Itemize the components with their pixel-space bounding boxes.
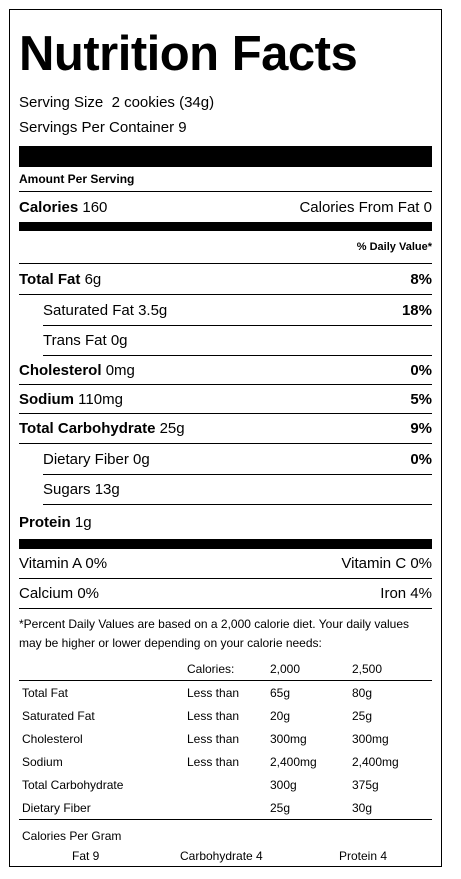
nutrient-dv: 18% xyxy=(401,301,432,319)
nutrient-row-total-fat: Total Fat 6g 8% xyxy=(19,264,432,295)
table-row: Cholesterol Less than 300mg 300mg xyxy=(19,727,432,750)
nutrient-row-saturated-fat: Saturated Fat 3.5g 18% xyxy=(43,295,432,326)
nutrient-label: Dietary Fiber xyxy=(43,450,129,468)
calories-per-gram-fat: Fat 9 xyxy=(72,849,100,863)
nutrient-amount: 1g xyxy=(74,513,92,531)
nutrient-label: Protein xyxy=(19,513,71,531)
table-cell: Total Fat xyxy=(22,685,69,700)
servings-per-container: Servings Per Container 9 xyxy=(19,115,432,140)
table-cell: Calories: xyxy=(187,661,235,676)
amount-per-serving: Amount Per Serving xyxy=(19,167,432,192)
calories-from-fat-value: 0 xyxy=(423,198,432,216)
table-cell: Less than xyxy=(187,731,240,746)
vitamin-right: Vitamin C 0% xyxy=(341,555,432,572)
footnote-text: *Percent Daily Values are based on a 2,0… xyxy=(19,617,410,650)
nutrient-amount: 25g xyxy=(159,420,185,437)
table-cell xyxy=(19,657,187,681)
table-cell: Less than xyxy=(187,685,240,700)
nutrient-amount: 0g xyxy=(133,450,150,468)
nutrient-dv: 0% xyxy=(410,450,432,468)
nutrient-label: Sugars xyxy=(43,481,91,498)
table-cell: 300mg xyxy=(352,731,389,746)
nutrient-row-protein: Protein 1g xyxy=(19,505,432,539)
table-cell xyxy=(187,796,270,820)
table-cell: 80g xyxy=(352,685,373,700)
label-title: Nutrition Facts xyxy=(19,27,358,81)
serving-size-label: Serving Size xyxy=(19,94,104,111)
table-cell: 20g xyxy=(270,708,291,723)
medium-divider xyxy=(19,222,432,231)
calories-row: Calories 160 Calories From Fat 0 xyxy=(19,192,432,222)
serving-size-value: 2 cookies (34g) xyxy=(111,94,215,111)
table-cell: Total Carbohydrate xyxy=(22,777,124,792)
table-cell: 375g xyxy=(352,777,379,792)
nutrient-label: Cholesterol xyxy=(19,361,102,379)
nutrient-dv: 5% xyxy=(410,390,432,408)
nutrient-amount: 13g xyxy=(94,481,120,498)
table-row: Total Fat Less than 65g 80g xyxy=(19,681,432,705)
calories-per-gram-label: Calories Per Gram xyxy=(22,829,122,843)
table-row: Dietary Fiber 25g 30g xyxy=(19,796,432,820)
nutrient-row-sugars: Sugars 13g xyxy=(43,475,432,505)
table-cell: 300g xyxy=(270,777,297,792)
vitamin-left: Calcium 0% xyxy=(19,585,100,602)
nutrient-label: Total Fat xyxy=(19,270,81,288)
nutrient-amount: 6g xyxy=(84,270,102,288)
calories-label: Calories xyxy=(19,198,79,216)
table-cell: 2,400mg xyxy=(270,754,317,769)
table-cell: 2,500 xyxy=(352,661,383,676)
vitamin-left: Vitamin A 0% xyxy=(19,555,108,572)
table-cell: 65g xyxy=(270,685,291,700)
table-cell: Saturated Fat xyxy=(22,708,95,723)
table-cell: 25g xyxy=(352,708,373,723)
nutrient-label: Trans Fat xyxy=(43,332,107,349)
nutrient-row-dietary-fiber: Dietary Fiber 0g 0% xyxy=(43,444,432,475)
table-cell: Less than xyxy=(187,708,240,723)
nutrient-amount: 110mg xyxy=(78,390,123,408)
servings-value: 9 xyxy=(178,119,187,136)
vitamin-row: Calcium 0% Iron 4% xyxy=(19,579,432,609)
calories-per-gram-carbohydrate: Carbohydrate 4 xyxy=(180,849,263,863)
nutrient-amount: 3.5g xyxy=(138,301,168,319)
nutrient-amount: 0g xyxy=(110,332,128,349)
table-row: Saturated Fat Less than 20g 25g xyxy=(19,704,432,727)
calories-per-gram-protein: Protein 4 xyxy=(339,849,388,863)
footnote-table: Calories: 2,000 2,500 Total Fat Less tha… xyxy=(19,657,432,820)
daily-value-header: % Daily Value* xyxy=(19,231,432,264)
table-cell: 2,000 xyxy=(270,661,301,676)
table-cell: 300mg xyxy=(270,731,307,746)
calories-per-gram-values: Fat 9 Carbohydrate 4 Protein 4 xyxy=(19,849,432,867)
calories-value: 160 xyxy=(82,198,108,216)
medium-divider xyxy=(19,539,432,549)
nutrient-label: Sodium xyxy=(19,390,74,408)
table-row: Total Carbohydrate 300g 375g xyxy=(19,773,432,796)
nutrient-dv: 9% xyxy=(410,420,432,437)
nutrient-row-trans-fat: Trans Fat 0g xyxy=(43,326,432,356)
nutrition-label: Nutrition Facts Serving Size 2 cookies (… xyxy=(9,9,442,867)
table-cell: 30g xyxy=(352,800,373,815)
nutrient-row-cholesterol: Cholesterol 0mg 0% xyxy=(19,356,432,385)
nutrient-row-sodium: Sodium 110mg 5% xyxy=(19,385,432,414)
table-cell: Sodium xyxy=(22,754,63,769)
calories-from-fat-label: Calories From Fat xyxy=(299,198,420,216)
table-cell: Dietary Fiber xyxy=(22,800,91,815)
vitamin-right: Iron 4% xyxy=(380,585,432,602)
nutrient-amount: 0mg xyxy=(105,361,135,379)
serving-size: Serving Size 2 cookies (34g) xyxy=(19,90,432,115)
nutrient-label: Saturated Fat xyxy=(43,301,134,319)
nutrient-row-total-carbohydrate: Total Carbohydrate 25g 9% xyxy=(19,414,432,444)
table-cell: 2,400mg xyxy=(352,754,399,769)
table-cell: Less than xyxy=(187,754,240,769)
footnote-table-header: Calories: 2,000 2,500 xyxy=(19,657,432,681)
thick-divider xyxy=(19,146,432,167)
nutrient-label: Total Carbohydrate xyxy=(19,420,156,437)
table-cell: Cholesterol xyxy=(22,731,83,746)
servings-label: Servings Per Container xyxy=(19,119,175,136)
table-cell xyxy=(187,773,270,796)
nutrient-dv: 0% xyxy=(410,361,432,379)
table-cell: 25g xyxy=(270,800,291,815)
table-row: Sodium Less than 2,400mg 2,400mg xyxy=(19,750,432,773)
nutrient-dv: 8% xyxy=(410,270,432,288)
vitamin-row: Vitamin A 0% Vitamin C 0% xyxy=(19,549,432,579)
